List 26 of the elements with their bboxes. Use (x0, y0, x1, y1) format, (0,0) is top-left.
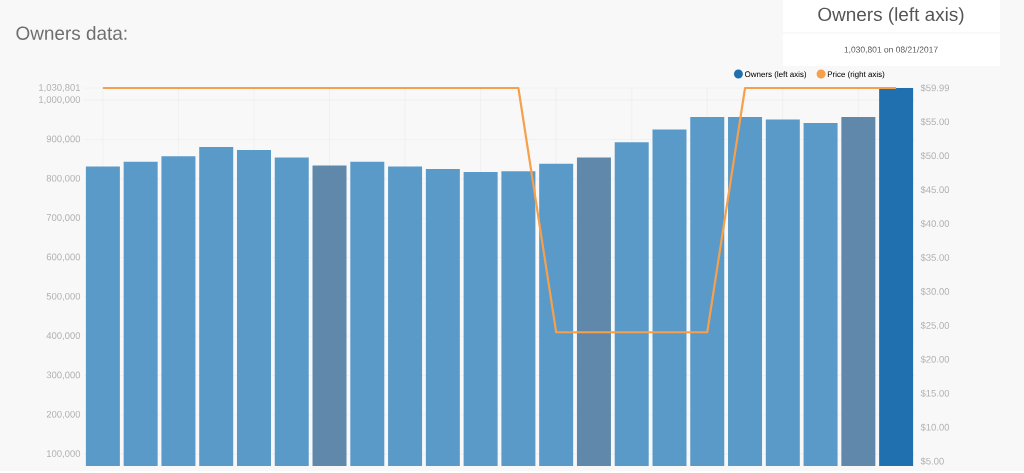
y-tick-label: 800,000 (46, 174, 81, 183)
y2-tick-label: $15.00 (920, 389, 950, 398)
y-tick-label: 200,000 (46, 411, 81, 419)
y2-tick-label: $25.00 (920, 321, 950, 330)
text: 1,030,801 on 08/21/2017 (844, 46, 938, 54)
y2-tick-label: $35.00 (920, 253, 950, 262)
chart-title: Owners data: (16, 26, 127, 41)
y2-tick-label: $40.00 (920, 219, 950, 228)
y-tick-label: 500,000 (46, 292, 81, 301)
y-tick-label: 1,000,000 (39, 96, 81, 105)
y2-tick-label: $5.00 (920, 457, 944, 466)
text: Owners (left axis) (818, 7, 964, 25)
y-tick-label: 300,000 (46, 371, 81, 380)
y2-tick-label: $10.00 (920, 423, 950, 432)
y2-tick-label: $50.00 (920, 152, 950, 160)
y-tick-label: 700,000 (46, 214, 81, 223)
y-tick-label: 400,000 (46, 332, 81, 341)
y-tick-label: 100,000 (46, 450, 81, 459)
y-tick-label: 900,000 (46, 135, 81, 144)
y2-tick-label: $55.00 (920, 118, 950, 126)
y2-tick-label: $20.00 (920, 355, 950, 364)
y-tick-label: 1,030,801 (39, 84, 81, 92)
y2-tick-label: $45.00 (920, 185, 950, 194)
y2-tick-label: $30.00 (920, 287, 950, 296)
y-tick-label: 600,000 (46, 253, 81, 262)
y2-tick-label: $59.99 (920, 84, 950, 92)
